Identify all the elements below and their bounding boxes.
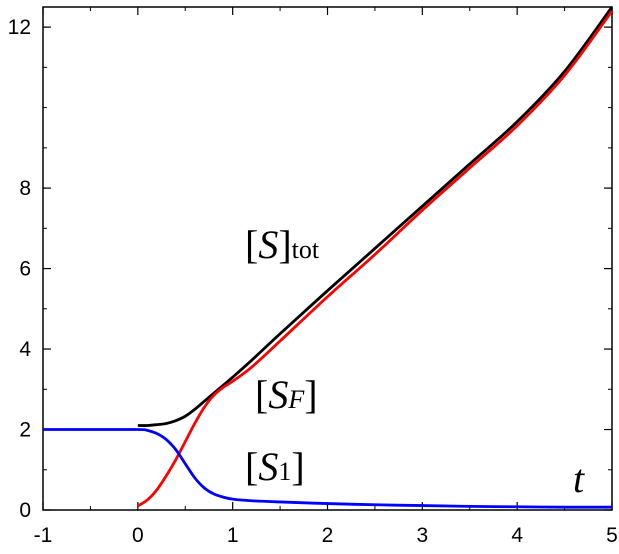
x-tick-label: 2 [322, 524, 334, 547]
series-line-1 [137, 10, 614, 508]
series-line-2 [43, 428, 613, 509]
svg-text:[SF]: [SF] [255, 372, 318, 417]
label-s-f: [SF] [255, 372, 318, 417]
curves [43, 6, 614, 509]
x-tick-label: 1 [227, 524, 239, 547]
x-axis-label: t [573, 456, 585, 501]
svg-text:[S1]: [S1] [245, 444, 305, 489]
y-axis: 0 2 4 6 8 12 [8, 16, 612, 522]
svg-text:[S]tot: [S]tot [245, 222, 320, 267]
series-line-0 [137, 6, 614, 427]
y-tick-label: 8 [19, 177, 31, 200]
y-tick-label: 6 [19, 258, 31, 281]
y-tick-label: 12 [8, 16, 31, 39]
plot-frame [42, 6, 613, 511]
x-tick-label: 3 [416, 524, 428, 547]
label-s-1: [S1] [245, 444, 305, 489]
y-tick-label: 0 [19, 499, 31, 522]
plot-border [42, 6, 613, 511]
x-tick-label: 5 [606, 524, 618, 547]
x-tick-label: -1 [34, 524, 53, 547]
label-s-tot: [S]tot [245, 222, 320, 267]
y-tick-label: 4 [19, 338, 31, 361]
x-tick-label: 4 [511, 524, 523, 547]
y-tick-label: 2 [19, 419, 31, 442]
x-tick-label: 0 [132, 524, 144, 547]
x-axis: -1 0 1 2 3 4 5 [34, 7, 618, 547]
